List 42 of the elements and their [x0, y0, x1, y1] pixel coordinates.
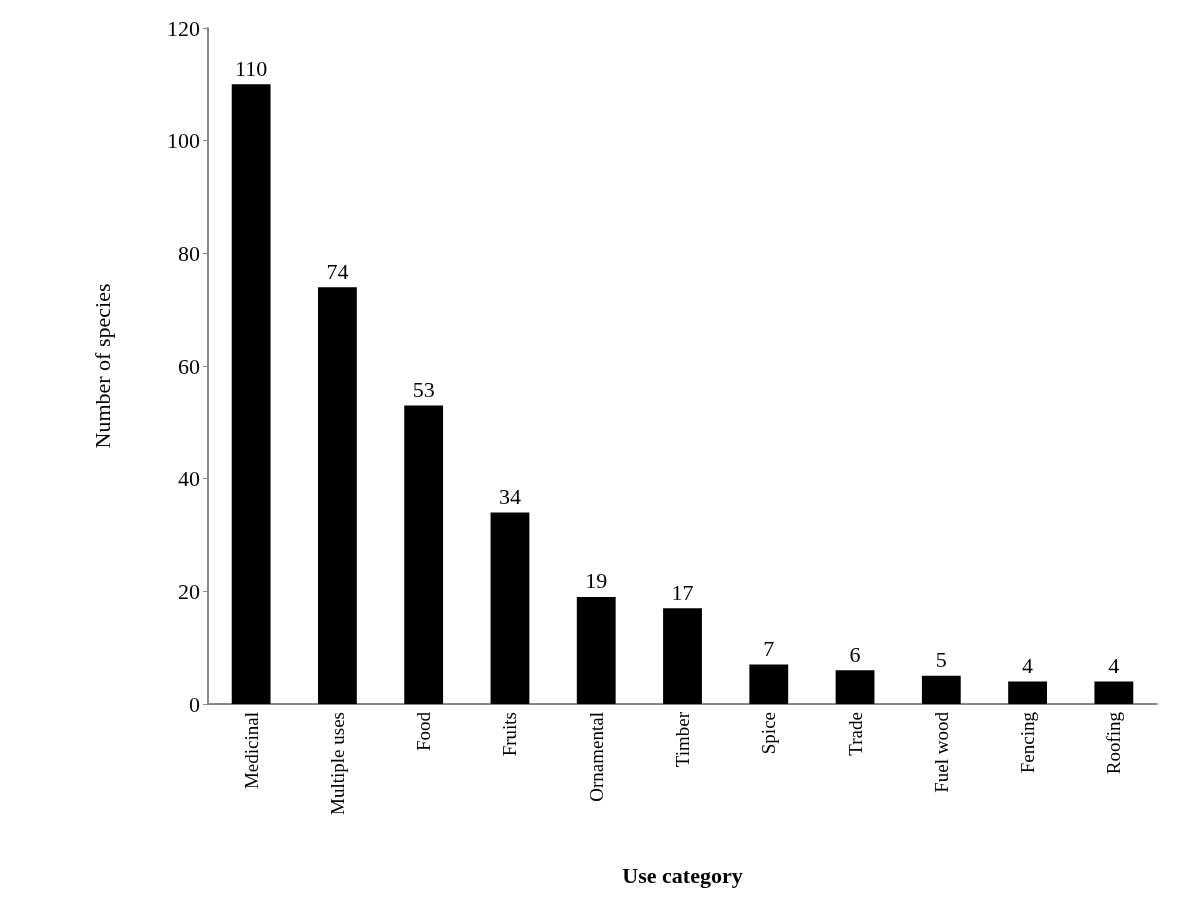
x-tick-label: Spice	[758, 712, 780, 755]
y-tick-label: 40	[178, 466, 200, 492]
x-tick-label: Medicinal	[240, 712, 262, 790]
data-label: 7	[763, 636, 775, 662]
data-label: 4	[1022, 652, 1034, 678]
data-label: 5	[935, 647, 947, 673]
bar	[576, 596, 616, 704]
x-tick-label: Ornamental	[585, 712, 607, 802]
x-tick-label: Timber	[672, 711, 693, 768]
y-axis-title: Number of species	[89, 283, 115, 449]
data-label: 53	[412, 376, 435, 402]
data-label: 110	[235, 55, 268, 81]
x-tick-label: Fencing	[1017, 711, 1039, 774]
x-tick-label: Food	[413, 711, 435, 752]
bar	[749, 664, 789, 704]
bar	[921, 675, 961, 704]
bar	[318, 287, 357, 704]
data-label: 34	[498, 483, 521, 509]
data-label: 4	[1108, 652, 1120, 678]
bar	[231, 84, 271, 704]
y-tick-label: 120	[167, 15, 200, 41]
x-tick-label: Fruits	[499, 712, 521, 757]
x-tick-label: Trade	[844, 712, 866, 756]
y-tick-label: 20	[178, 578, 200, 604]
bar	[663, 608, 702, 704]
bar	[1094, 681, 1134, 704]
x-tick-label: Roofing	[1103, 711, 1125, 775]
y-tick-label: 60	[178, 353, 200, 379]
bar	[490, 512, 530, 704]
bar	[404, 405, 444, 704]
data-label: 19	[585, 568, 608, 594]
bar	[1008, 681, 1047, 704]
x-axis-title: Use category	[622, 862, 743, 888]
y-tick-label: 100	[167, 128, 200, 154]
y-tick-label: 0	[189, 691, 200, 717]
data-label: 17	[671, 579, 694, 605]
y-tick-label: 80	[178, 240, 200, 266]
x-tick-label: Multiple uses	[326, 712, 348, 815]
data-label: 6	[849, 641, 861, 667]
x-tick-label: Fuel wood	[930, 711, 952, 793]
data-label: 74	[326, 258, 349, 284]
bar	[835, 670, 875, 704]
